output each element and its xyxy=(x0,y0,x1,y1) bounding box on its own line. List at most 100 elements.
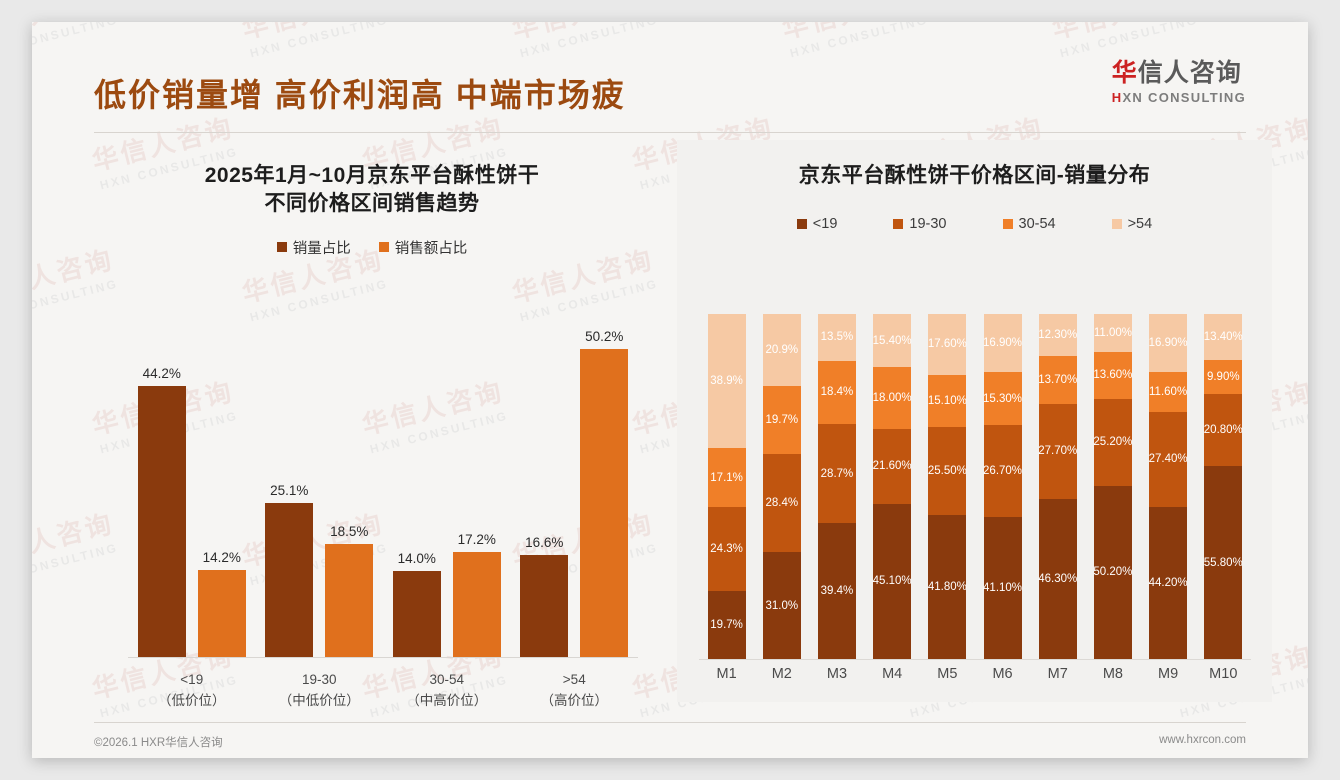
stack-segment-label: 21.60% xyxy=(872,460,912,473)
stacked-column[interactable]: 15.40% 18.00% 21.60% 45.10% xyxy=(865,314,920,659)
stack-segment-label: 15.10% xyxy=(927,394,967,407)
bar-rect xyxy=(265,503,314,657)
logo-english-rest: XN CONSULTING xyxy=(1122,89,1246,105)
stacked-column[interactable]: 12.30% 13.70% 27.70% 46.30% xyxy=(1030,314,1085,659)
bar-column[interactable]: 18.5% xyxy=(325,320,374,657)
stacked-column[interactable]: 13.40% 9.90% 20.80% 55.80% xyxy=(1196,314,1251,659)
stack-segment-label: 38.9% xyxy=(710,375,743,388)
bar-value-label: 18.5% xyxy=(330,523,369,539)
bar-value-label: 17.2% xyxy=(457,531,496,547)
stack-segment: 50.20% xyxy=(1093,485,1133,659)
stack-segment: 27.40% xyxy=(1148,412,1188,507)
stack-segment-label: 15.40% xyxy=(872,334,912,347)
bar-rect xyxy=(452,551,501,657)
category-label: M8 xyxy=(1102,666,1123,682)
category-label: M4 xyxy=(882,666,903,682)
stack-segment-label: 11.00% xyxy=(1093,326,1132,339)
left-chart-category-labels: <19 （低价位） 19-30 （中低价位） 30-54 （中高价位） >54 （高价位） xyxy=(128,662,638,720)
legend-item-3[interactable]: 30-54 xyxy=(1002,216,1056,233)
right-chart-category-labels: M1 M2 M3 M4 M5 M6 M7 M8 M9 M10 xyxy=(699,666,1251,694)
bar-column[interactable]: 14.2% xyxy=(197,320,246,657)
logo-english: HXN CONSULTING xyxy=(1112,89,1246,105)
stack-segment: 39.4% xyxy=(817,523,856,660)
stack-segment: 17.60% xyxy=(928,314,967,375)
stack-segment: 20.80% xyxy=(1204,394,1243,467)
stack-segment: 19.7% xyxy=(707,591,746,659)
stacked-bar: 38.9% 17.1% 24.3% 19.7% xyxy=(707,314,746,659)
right-chart-legend: <19 19-30 30-54 >54 xyxy=(677,216,1272,232)
stack-segment: 31.0% xyxy=(762,552,801,660)
category-label: >54 （高价位） xyxy=(511,662,639,720)
bar-group: 16.6% 50.2% xyxy=(511,320,639,657)
legend-swatch-icon xyxy=(276,242,287,253)
stack-segment: 19.7% xyxy=(762,386,801,455)
stacked-column[interactable]: 20.9% 19.7% 28.4% 31.0% xyxy=(754,314,809,660)
stacked-bar: 20.9% 19.7% 28.4% 31.0% xyxy=(762,314,801,660)
page-title: 低价销量增 高价利润高 中端市场疲 xyxy=(94,77,626,113)
legend-item-4[interactable]: >54 xyxy=(1111,216,1152,232)
left-chart-bar-groups: 44.2% 14.2% 25.1% 18.5% 14.0% 17.2% 16.6% 50.2% xyxy=(128,320,638,657)
stack-segment: 46.30% xyxy=(1038,499,1077,659)
stacked-column[interactable]: 16.90% 15.30% 26.70% 41.10% xyxy=(975,314,1030,659)
stack-segment-label: 13.40% xyxy=(1203,331,1243,344)
stacked-bar: 16.90% 11.60% 27.40% 44.20% xyxy=(1148,314,1188,660)
chart-panel-left: 2025年1月~10月京东平台酥性饼干 不同价格区间销售趋势 销量占比 销售额占比… xyxy=(72,140,672,708)
bar-column[interactable]: 25.1% xyxy=(265,320,314,657)
stack-segment: 26.70% xyxy=(983,425,1022,518)
stack-segment-label: 50.20% xyxy=(1093,566,1133,579)
category-label: M2 xyxy=(771,666,792,682)
category-label-sub: （中高价位） xyxy=(406,692,488,708)
category-label-main: 19-30 xyxy=(301,672,337,687)
stack-segment: 11.00% xyxy=(1094,314,1132,352)
footer-divider xyxy=(94,722,1246,723)
legend-label: 销售额占比 xyxy=(394,240,468,257)
stack-segment: 18.4% xyxy=(817,360,856,425)
category-label-sub: （高价位） xyxy=(540,692,609,708)
legend-item-2[interactable]: 销售额占比 xyxy=(378,237,468,258)
legend-label: 30-54 xyxy=(1018,216,1056,233)
bar-column[interactable]: 16.6% xyxy=(520,320,569,657)
category-label: <19 （低价位） xyxy=(128,662,256,720)
bar-rect xyxy=(137,386,186,657)
stacked-column[interactable]: 13.5% 18.4% 28.7% 39.4% xyxy=(809,314,864,660)
stack-segment-label: 28.7% xyxy=(820,467,854,480)
stack-segment: 15.40% xyxy=(872,314,912,368)
category-label-main: >54 xyxy=(562,672,586,687)
slide-header: 低价销量增 高价利润高 中端市场疲 华信人咨询 HXN CONSULTING xyxy=(32,22,1308,134)
bar-value-label: 44.2% xyxy=(142,366,181,382)
bar-column[interactable]: 17.2% xyxy=(452,320,501,657)
stack-segment-label: 11.60% xyxy=(1149,386,1188,399)
stack-segment-label: 19.7% xyxy=(710,619,743,632)
stacked-column[interactable]: 16.90% 11.60% 27.40% 44.20% xyxy=(1141,314,1196,660)
stack-segment-label: 13.70% xyxy=(1038,374,1078,387)
bar-column[interactable]: 44.2% xyxy=(137,320,186,657)
stacked-bar: 13.40% 9.90% 20.80% 55.80% xyxy=(1203,314,1243,659)
stack-segment-label: 27.40% xyxy=(1148,453,1188,466)
stacked-column[interactable]: 38.9% 17.1% 24.3% 19.7% xyxy=(699,314,754,659)
stacked-column[interactable]: 17.60% 15.10% 25.50% 41.80% xyxy=(920,314,975,659)
category-label: 19-30 （中低价位） xyxy=(256,662,384,720)
stack-segment-label: 16.90% xyxy=(1148,337,1188,350)
chart-panel-right: 京东平台酥性饼干价格区间-销量分布 <19 19-30 30-54 >54 38.9%… xyxy=(677,140,1272,702)
bar-column[interactable]: 50.2% xyxy=(580,320,629,657)
legend-item-1[interactable]: 销量占比 xyxy=(276,237,351,258)
stack-segment-label: 25.20% xyxy=(1093,436,1133,449)
left-chart-legend: 销量占比 销售额占比 xyxy=(72,237,672,258)
bar-column[interactable]: 14.0% xyxy=(392,320,441,657)
legend-item-1[interactable]: <19 xyxy=(796,216,837,232)
bar-value-label: 16.6% xyxy=(525,535,564,551)
logo-chinese-accent: 华 xyxy=(1111,59,1138,87)
stack-segment-label: 12.30% xyxy=(1038,329,1078,342)
stack-segment: 55.80% xyxy=(1203,466,1243,659)
category-label-sub: （低价位） xyxy=(158,692,226,708)
stacked-column[interactable]: 11.00% 13.60% 25.20% 50.20% xyxy=(1085,314,1140,659)
stack-segment: 27.70% xyxy=(1038,403,1077,500)
legend-swatch-icon xyxy=(796,219,807,230)
stack-segment: 21.60% xyxy=(872,429,912,504)
stacked-bar: 16.90% 15.30% 26.70% 41.10% xyxy=(983,314,1022,659)
legend-item-2[interactable]: 19-30 xyxy=(893,216,947,232)
stack-segment-label: 55.80% xyxy=(1203,556,1243,569)
stack-segment: 17.1% xyxy=(707,448,746,508)
category-label-main: <19 xyxy=(180,672,204,687)
